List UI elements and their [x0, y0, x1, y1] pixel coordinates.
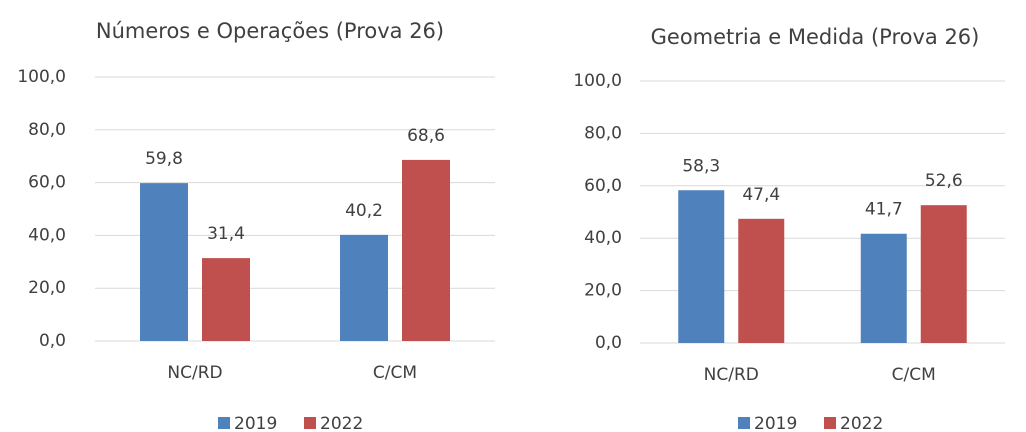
y-tick-label: 40,0 — [584, 228, 622, 248]
y-tick-label: 80,0 — [28, 120, 66, 140]
bar — [402, 159, 450, 341]
y-tick-label: 80,0 — [584, 123, 622, 143]
bar — [860, 233, 907, 343]
x-tick-label: C/CM — [892, 365, 936, 385]
y-tick-label: 60,0 — [584, 176, 622, 196]
legend-label: 2022 — [840, 414, 883, 432]
x-tick-label: C/CM — [373, 363, 417, 383]
value-label: 41,7 — [865, 200, 903, 220]
value-label: 68,6 — [407, 126, 445, 146]
chart-title: Números e Operações (Prova 26) — [96, 19, 444, 43]
value-label: 40,2 — [345, 201, 383, 221]
value-label: 52,6 — [925, 171, 963, 191]
legend-swatch — [304, 417, 316, 429]
y-tick-label: 0,0 — [39, 331, 66, 351]
y-tick-label: 20,0 — [584, 281, 622, 301]
y-tick-label: 40,0 — [28, 225, 66, 245]
value-label: 47,4 — [742, 185, 780, 205]
y-tick-label: 100,0 — [573, 71, 622, 91]
legend-label: 2019 — [234, 414, 277, 432]
y-tick-label: 20,0 — [28, 278, 66, 298]
y-tick-label: 100,0 — [17, 67, 66, 87]
legend-label: 2022 — [320, 414, 363, 432]
bar — [678, 190, 725, 343]
legend-swatch — [218, 417, 230, 429]
legend-swatch — [738, 417, 750, 429]
legend-label: 2019 — [754, 414, 797, 432]
bar — [202, 258, 250, 341]
value-label: 31,4 — [207, 224, 245, 244]
value-label: 59,8 — [145, 149, 183, 169]
chart-title: Geometria e Medida (Prova 26) — [651, 25, 980, 49]
y-tick-label: 60,0 — [28, 173, 66, 193]
bar — [738, 218, 785, 343]
x-tick-label: NC/RD — [167, 363, 222, 383]
bar — [140, 183, 188, 341]
bar — [340, 234, 388, 341]
y-tick-label: 0,0 — [595, 333, 622, 353]
legend-swatch — [824, 417, 836, 429]
bar — [920, 205, 967, 343]
x-tick-label: NC/RD — [704, 365, 759, 385]
value-label: 58,3 — [682, 156, 720, 176]
